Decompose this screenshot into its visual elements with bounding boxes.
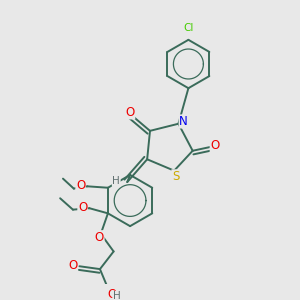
Text: S: S xyxy=(172,170,179,183)
Text: O: O xyxy=(76,179,85,192)
Text: H: H xyxy=(112,176,120,187)
Text: Cl: Cl xyxy=(183,23,194,33)
Text: O: O xyxy=(125,106,135,119)
Text: O: O xyxy=(95,231,104,244)
Text: H: H xyxy=(113,291,121,300)
Text: O: O xyxy=(108,288,117,300)
Text: O: O xyxy=(210,140,220,152)
Text: O: O xyxy=(78,201,87,214)
Text: N: N xyxy=(179,115,188,128)
Text: O: O xyxy=(68,259,77,272)
